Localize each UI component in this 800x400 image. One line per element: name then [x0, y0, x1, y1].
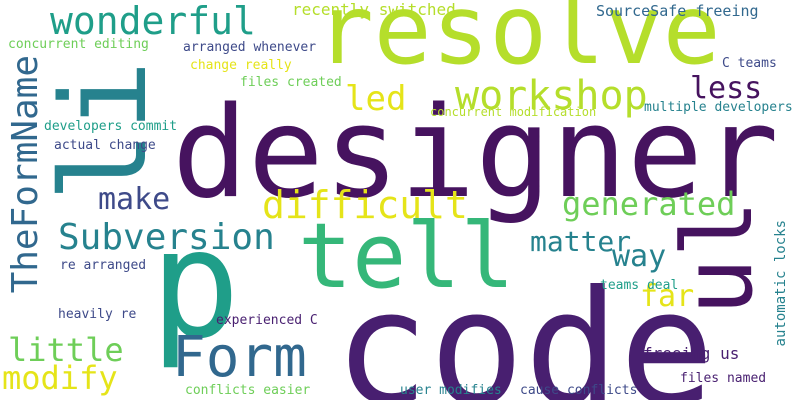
phrase-cause-conflicts: cause conflicts: [520, 383, 638, 398]
word-led: led: [345, 79, 407, 119]
word-less: less: [690, 71, 763, 106]
phrase-experienced-c: experienced C: [216, 313, 318, 328]
phrase-heavily-re: heavily re: [58, 307, 137, 322]
phrase-re-arranged: re arranged: [60, 258, 147, 273]
phrase-files-named: files named: [680, 371, 767, 386]
phrase-recently-switched: recently switched: [292, 0, 456, 19]
word-make: make: [98, 182, 171, 217]
word-far: far: [640, 279, 695, 314]
word-little: little: [8, 331, 124, 369]
phrase-automatic-locks: automatic locks: [773, 220, 789, 347]
word-theformname: TheFormName: [5, 55, 46, 294]
phrase-c-teams: C teams: [722, 56, 777, 71]
word-workshop: workshop: [455, 73, 648, 119]
word-form: Form: [172, 325, 307, 390]
word-way: way: [612, 239, 667, 274]
phrase-concurrent-modification: concurrent modification: [430, 105, 597, 119]
word-generated: generated: [562, 185, 736, 223]
word-matter: matter: [530, 225, 632, 258]
phrase-freeing-us: freeing us: [643, 344, 740, 363]
word-resolve: resolve: [316, 0, 721, 86]
word-subversion: Subversion: [58, 217, 275, 258]
phrase-change-really: change really: [190, 58, 292, 73]
phrase-concurrent-editing: concurrent editing: [8, 37, 149, 52]
word-wonderful: wonderful: [50, 0, 256, 43]
word-modify: modify: [2, 359, 118, 397]
word-p: p: [150, 198, 241, 372]
phrase-files-created: files created: [240, 75, 342, 90]
word-difficult: difficult: [262, 183, 468, 227]
phrase-teams-deal: teams deal: [600, 278, 679, 293]
word-tell: tell: [298, 204, 515, 309]
phrase-multiple-developers: multiple developers: [644, 100, 793, 115]
phrase-conflicts-easier: conflicts easier: [185, 383, 311, 398]
word-designer: designer: [172, 79, 779, 226]
phrase-actual-change: actual change: [54, 138, 156, 153]
word-code: code: [334, 257, 715, 400]
phrase-sourcesafe-freeing: SourceSafe freeing: [596, 2, 759, 20]
phrase-arranged-whenever: arranged whenever: [183, 40, 317, 55]
phrase-developers-commit: developers commit: [44, 119, 178, 134]
phrase-user-modifies: user modifies: [400, 383, 502, 398]
